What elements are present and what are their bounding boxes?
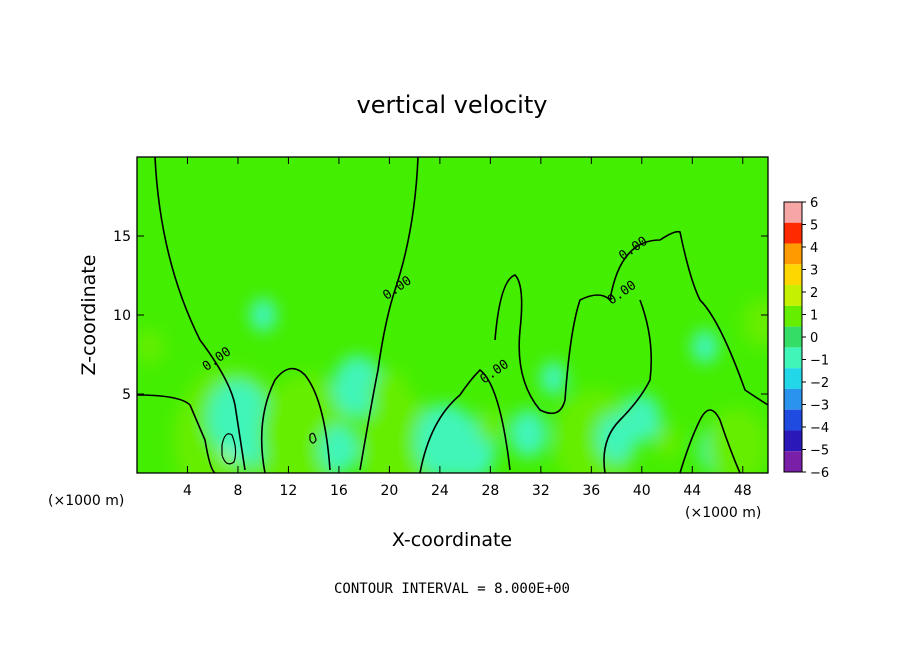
max-contour (221, 433, 237, 465)
velocity-cell (370, 370, 409, 418)
colorbar-label: −5 (810, 444, 829, 459)
zero-contour (260, 367, 331, 473)
contour-interval-text: CONTOUR INTERVAL = 8.000E+00 (334, 581, 570, 597)
colorbar-swatch (784, 430, 802, 452)
chart-title: vertical velocity (357, 91, 548, 119)
x-tick-label: 24 (431, 483, 449, 499)
colorbar-label: −6 (810, 466, 829, 481)
x-tick-label: 32 (532, 483, 550, 499)
x-unit-label-left: (×1000 m) (48, 493, 124, 509)
colorbar-swatch (784, 243, 802, 265)
x-tick-label: 48 (734, 483, 752, 499)
colorbar-swatch (784, 326, 802, 348)
velocity-cell (742, 298, 768, 347)
x-tick-label: 44 (683, 483, 701, 499)
velocity-cell (691, 329, 719, 364)
colorbar-label: 4 (810, 241, 818, 256)
colorbar-swatch (784, 222, 802, 244)
colorbar-label: 2 (810, 286, 818, 301)
zero-contour (154, 157, 246, 471)
x-tick-label: 4 (183, 483, 192, 499)
colorbar-swatch (784, 409, 802, 431)
velocity-cell (653, 424, 681, 459)
colorbar-label: 1 (810, 309, 818, 324)
x-tick-label: 8 (233, 483, 242, 499)
x-axis-label: X-coordinate (392, 529, 512, 551)
colorbar-swatch (784, 305, 802, 327)
max-contour (309, 432, 317, 444)
x-tick-label: 12 (280, 483, 298, 499)
velocity-cell (509, 409, 548, 458)
y-tick-label: 5 (122, 387, 131, 403)
x-tick-label: 20 (380, 483, 398, 499)
plot-area: 0.000.000.000.000.00 4 8 12 16 20 24 28 32 36 40 4… (113, 156, 769, 499)
zero-contour-lines (137, 157, 768, 473)
x-tick-label: 40 (633, 483, 651, 499)
colorbar-label: 0 (810, 331, 818, 346)
velocity-cell (137, 329, 164, 364)
colorbar-swatch (784, 202, 802, 223)
zero-contour (603, 299, 653, 473)
x-tick-label: 16 (330, 483, 348, 499)
colorbar-label: 6 (810, 196, 818, 211)
y-tick-label: 15 (113, 229, 131, 245)
colorbar-label: −1 (810, 354, 829, 369)
y-axis-ticks: 5 10 15 (113, 229, 768, 403)
colorbar-label: 5 (810, 219, 818, 234)
colorbar-label: −4 (810, 421, 829, 436)
velocity-cell (249, 298, 277, 332)
y-tick-label: 10 (113, 308, 131, 324)
colorbar-label: −2 (810, 376, 829, 391)
colorbar-label: 3 (810, 264, 818, 279)
colorbar-swatch (784, 264, 802, 286)
x-tick-label: 28 (481, 483, 499, 499)
x-unit-label-right: (×1000 m) (685, 505, 761, 521)
zero-contour (137, 394, 216, 473)
x-axis-ticks: 4 8 12 16 20 24 28 32 36 40 44 48 (183, 157, 752, 499)
x-tick-label: 36 (582, 483, 600, 499)
zero-contour (679, 409, 741, 473)
velocity-cell (539, 361, 568, 396)
velocity-cell (333, 355, 383, 418)
colorbar-label: −3 (810, 399, 829, 414)
velocity-cell (476, 408, 504, 443)
colorbar-swatch (784, 388, 802, 410)
zero-contour (359, 157, 419, 471)
y-axis-label: Z-coordinate (78, 255, 100, 376)
colorbar-swatch (784, 347, 802, 369)
zero-contour (419, 368, 511, 473)
colorbar-swatch (784, 451, 802, 472)
colorbar-swatch (784, 368, 802, 389)
zero-contour (494, 230, 768, 415)
colorbar-swatch (784, 285, 802, 306)
colorbar: 6 5 4 3 2 1 0 −1 −2 −3 −4 −5 −6 (783, 196, 829, 481)
